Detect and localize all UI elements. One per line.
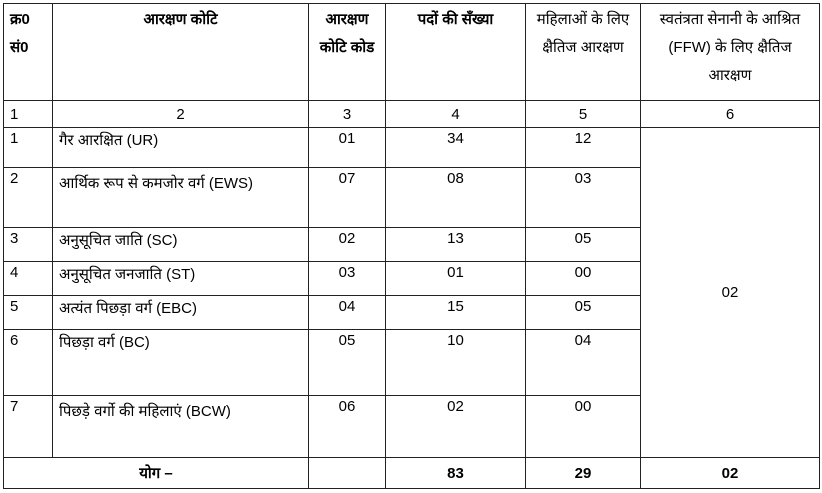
col-num-5: 5 <box>525 100 641 128</box>
row-women: 12 <box>525 127 641 168</box>
row-category: आर्थिक रूप से कमजोर वर्ग (EWS) <box>52 167 309 228</box>
total-ffw: 02 <box>640 457 820 489</box>
row-sn: 3 <box>3 227 53 262</box>
header-sn: क्र0 सं0 <box>3 3 53 101</box>
row-category: पिछड़ा वर्ग (BC) <box>52 329 309 396</box>
table-row: 7 पिछड़े वर्गो की महिलाएं (BCW) 06 02 00 <box>3 395 820 458</box>
row-posts: 15 <box>385 295 526 330</box>
row-posts: 01 <box>385 261 526 296</box>
total-posts: 83 <box>385 457 526 489</box>
row-category: गैर आरक्षित (UR) <box>52 127 309 168</box>
row-posts: 34 <box>385 127 526 168</box>
ffw-merged-cell: 02 <box>640 127 820 458</box>
row-sn: 1 <box>3 127 53 168</box>
row-posts: 10 <box>385 329 526 396</box>
row-code: 07 <box>308 167 386 228</box>
row-code: 05 <box>308 329 386 396</box>
row-women: 03 <box>525 167 641 228</box>
row-sn: 2 <box>3 167 53 228</box>
row-category: अनुसूचित जाति (SC) <box>52 227 309 262</box>
header-row: क्र0 सं0 आरक्षण कोटि आरक्षण कोटि कोड पदो… <box>3 3 820 101</box>
row-category: पिछड़े वर्गो की महिलाएं (BCW) <box>52 395 309 458</box>
row-code: 01 <box>308 127 386 168</box>
total-code-empty <box>308 457 386 489</box>
col-num-4: 4 <box>385 100 526 128</box>
row-posts: 02 <box>385 395 526 458</box>
row-code: 06 <box>308 395 386 458</box>
row-women: 05 <box>525 227 641 262</box>
table-row: 6 पिछड़ा वर्ग (BC) 05 10 04 <box>3 329 820 396</box>
header-posts: पदों की सँख्या <box>385 3 526 101</box>
col-num-3: 3 <box>308 100 386 128</box>
table-row: 1 गैर आरक्षित (UR) 01 34 12 02 <box>3 127 820 458</box>
row-women: 00 <box>525 261 641 296</box>
row-category: अनुसूचित जनजाति (ST) <box>52 261 309 296</box>
table-row: 3 अनुसूचित जाति (SC) 02 13 05 <box>3 227 820 262</box>
row-sn: 6 <box>3 329 53 396</box>
col-num-2: 2 <box>52 100 309 128</box>
header-category: आरक्षण कोटि <box>52 3 309 101</box>
total-label: योग – <box>3 457 309 489</box>
table-row: 4 अनुसूचित जनजाति (ST) 03 01 00 <box>3 261 820 296</box>
table-row: 2 आर्थिक रूप से कमजोर वर्ग (EWS) 07 08 0… <box>3 167 820 228</box>
row-women: 04 <box>525 329 641 396</box>
row-code: 03 <box>308 261 386 296</box>
row-sn: 5 <box>3 295 53 330</box>
row-code: 04 <box>308 295 386 330</box>
row-posts: 13 <box>385 227 526 262</box>
column-number-row: 1 2 3 4 5 6 <box>3 100 820 128</box>
row-sn: 7 <box>3 395 53 458</box>
row-women: 05 <box>525 295 641 330</box>
total-women: 29 <box>525 457 641 489</box>
row-code: 02 <box>308 227 386 262</box>
row-posts: 08 <box>385 167 526 228</box>
header-ffw: स्वतंत्रता सेनानी के आश्रित (FFW) के लिए… <box>640 3 820 101</box>
row-women: 00 <box>525 395 641 458</box>
col-num-6: 6 <box>640 100 820 128</box>
row-category: अत्यंत पिछड़ा वर्ग (EBC) <box>52 295 309 330</box>
header-code: आरक्षण कोटि कोड <box>308 3 386 101</box>
row-sn: 4 <box>3 261 53 296</box>
total-row: योग – 83 29 02 <box>3 457 820 489</box>
col-num-1: 1 <box>3 100 53 128</box>
reservation-table: क्र0 सं0 आरक्षण कोटि आरक्षण कोटि कोड पदो… <box>3 3 820 489</box>
header-women: महिलाओं के लिए क्षैतिज आरक्षण <box>525 3 641 101</box>
table-row: 5 अत्यंत पिछड़ा वर्ग (EBC) 04 15 05 <box>3 295 820 330</box>
